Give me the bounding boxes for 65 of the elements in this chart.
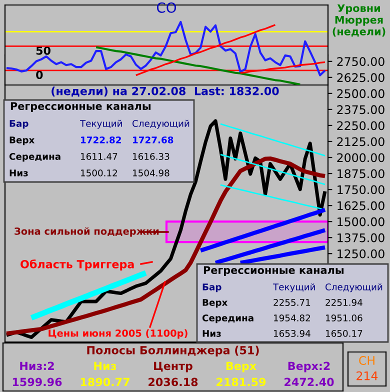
annotation: Регрессионные каналы bbox=[204, 266, 344, 276]
y-tick-label: 1625.00 bbox=[338, 201, 384, 210]
text: Центр bbox=[154, 362, 192, 372]
annotation: 1954.82 bbox=[274, 314, 310, 322]
y-tick-label: 1375.00 bbox=[338, 233, 384, 242]
annotation: Верх bbox=[202, 299, 228, 308]
y-tick-label: 2625.00 bbox=[337, 73, 384, 82]
y-tick-label: 1875.00 bbox=[338, 169, 384, 178]
annotation: Верх bbox=[10, 136, 35, 146]
annotation: 1500.12 bbox=[81, 169, 117, 176]
line-series bbox=[238, 245, 328, 265]
y-tick-label: 2500.00 bbox=[337, 89, 384, 98]
annotation: 1951.06 bbox=[326, 314, 362, 322]
text: CH bbox=[359, 356, 374, 365]
text: Низ bbox=[94, 362, 116, 370]
annotation: 1504.98 bbox=[133, 169, 170, 176]
annotation: 1611.47 bbox=[81, 152, 118, 160]
text: Верх bbox=[226, 362, 256, 372]
annotation: Цены июня 2005 (1100р) bbox=[48, 329, 188, 339]
annotation: Бар bbox=[202, 284, 222, 292]
text: 2036.18 bbox=[148, 378, 198, 386]
annotation: 1722.82 bbox=[81, 136, 121, 144]
text: 2181.59 bbox=[216, 378, 266, 386]
y-tick-label: 1750.00 bbox=[338, 185, 384, 194]
chart-title: CO bbox=[156, 2, 176, 13]
text: 1599.96 bbox=[12, 378, 62, 386]
text: (недели) на 27.02.08 Last: 1832.00 bbox=[52, 86, 279, 97]
line-series bbox=[220, 154, 326, 186]
y-tick-label: 2250.00 bbox=[337, 121, 384, 130]
annotation: Текущий bbox=[80, 120, 122, 129]
y-tick-label: 1500.00 bbox=[338, 217, 384, 226]
line-series bbox=[198, 208, 328, 253]
annotation: Следующий bbox=[326, 283, 382, 292]
text: Низ:2 bbox=[20, 362, 54, 370]
line-series bbox=[213, 228, 328, 265]
annotation: 1727.68 bbox=[133, 136, 174, 144]
text: Верх:2 bbox=[288, 362, 330, 372]
y-tick-label: 2000.00 bbox=[337, 153, 384, 162]
text: 2472.40 bbox=[284, 378, 334, 386]
annotation: Низ bbox=[202, 330, 221, 337]
text: 214 bbox=[356, 371, 378, 380]
annotation: Текущий bbox=[272, 283, 315, 292]
annotation: Следующий bbox=[132, 120, 190, 129]
annotation: 1653.94 bbox=[274, 330, 310, 337]
y-tick-label: 2375.00 bbox=[337, 105, 384, 114]
annotation: 2251.94 bbox=[326, 298, 362, 306]
text: 1890.77 bbox=[80, 378, 130, 386]
text: Полосы Боллинджера (51) bbox=[87, 346, 259, 357]
y-tick-label: 1250.00 bbox=[338, 249, 384, 258]
annotation: Бар bbox=[10, 120, 28, 129]
annotation: Регрессионные каналы bbox=[10, 102, 151, 112]
line-series bbox=[220, 123, 326, 156]
annotation: Низ bbox=[10, 170, 28, 176]
annotation: Зона сильной поддержки bbox=[14, 227, 159, 237]
y-axis-title: Уровни Мюррея (недели) bbox=[332, 4, 386, 37]
y-tick-label: 2750.00 bbox=[337, 57, 384, 66]
y-tick-label: 2125.00 bbox=[337, 137, 384, 146]
y-tick-label: 50 bbox=[36, 46, 50, 55]
annotation: Область Триггера bbox=[20, 259, 134, 271]
annotation: Середина bbox=[202, 314, 254, 324]
y-tick-label: 0 bbox=[36, 70, 43, 80]
annotation: Середина bbox=[9, 152, 60, 162]
annotation: 1650.17 bbox=[326, 330, 362, 337]
annotation: 1616.33 bbox=[133, 152, 170, 160]
annotation: 2255.71 bbox=[274, 298, 310, 306]
